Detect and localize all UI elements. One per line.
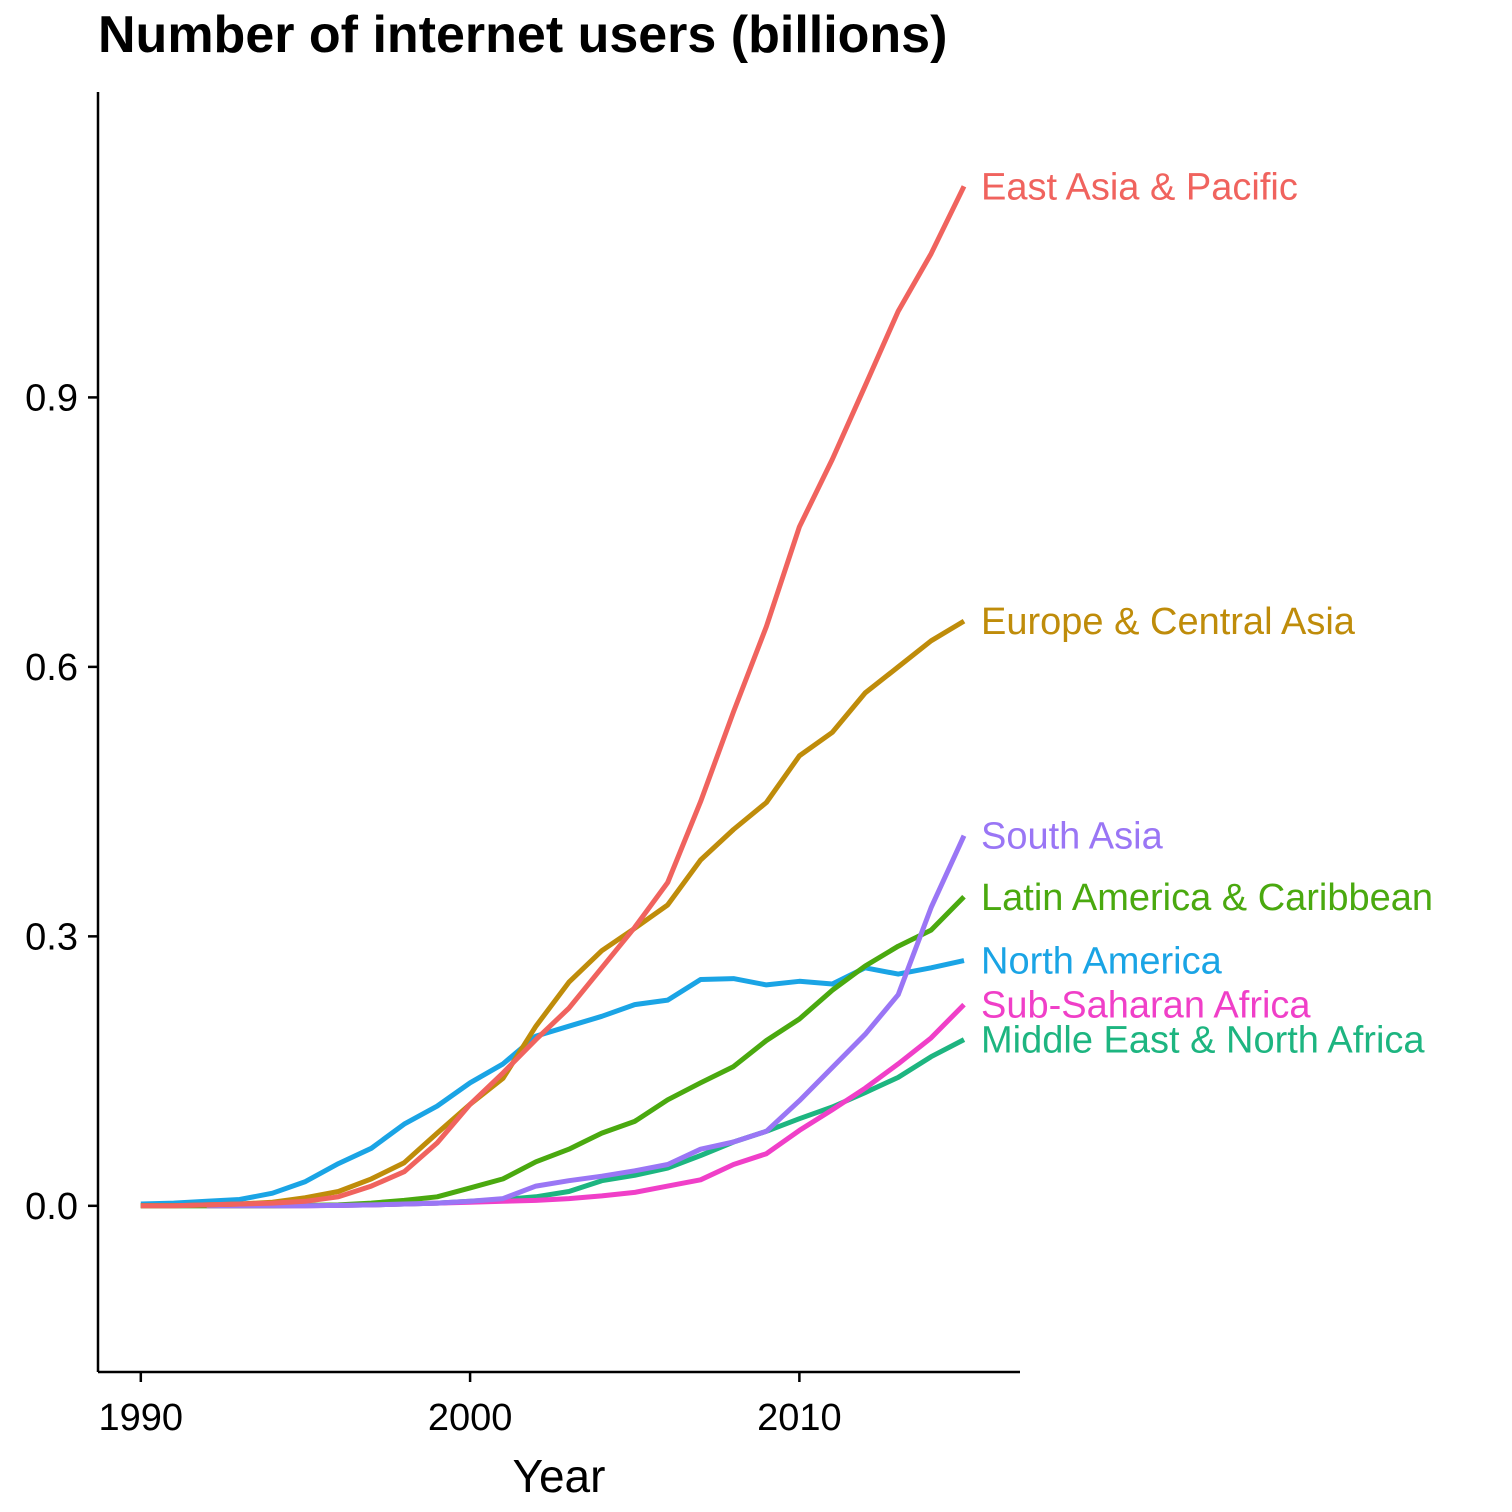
- series-line-europe-and-central-asia: [140, 618, 966, 1209]
- series-label-north-america: North America: [981, 941, 1223, 983]
- series-line-latin-america-and-caribbean: [140, 895, 966, 1209]
- y-tick-label: 0.9: [25, 377, 78, 419]
- x-axis-title: Year: [513, 1450, 606, 1502]
- series-label-middle-east-and-north-africa: Middle East & North Africa: [981, 1020, 1425, 1062]
- x-tick-label: 2000: [428, 1397, 513, 1439]
- y-axis: 0.0 0.3 0.6 0.9: [25, 92, 100, 1372]
- series-label-sub-saharan-africa: Sub-Saharan Africa: [981, 985, 1311, 1027]
- x-axis: 1990 2000 2010: [98, 1370, 1020, 1439]
- series-line-east-asia-and-pacific: [140, 185, 967, 1209]
- series-label-latin-america-and-caribbean: Latin America & Caribbean: [981, 877, 1433, 919]
- series-line-north-america: [140, 958, 965, 1207]
- x-tick-label: 1990: [99, 1397, 184, 1439]
- chart-title: Number of internet users (billions): [98, 6, 947, 64]
- y-tick-label: 0.6: [25, 647, 78, 689]
- y-tick-label: 0.3: [25, 916, 78, 958]
- x-tick-label: 2010: [757, 1397, 842, 1439]
- series-layer: [140, 185, 967, 1209]
- series-label-east-asia-and-pacific: East Asia & Pacific: [981, 166, 1298, 208]
- y-tick-label: 0.0: [25, 1186, 78, 1228]
- series-label-europe-and-central-asia: Europe & Central Asia: [981, 601, 1356, 643]
- series-line-south-asia: [206, 834, 967, 1209]
- series-label-south-asia: South Asia: [981, 816, 1164, 858]
